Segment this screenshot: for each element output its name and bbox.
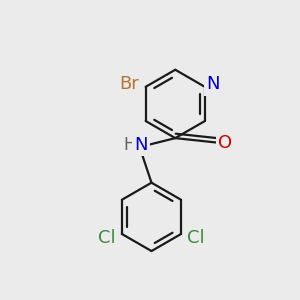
Text: O: O xyxy=(218,134,232,152)
Text: Cl: Cl xyxy=(187,229,205,247)
Text: N: N xyxy=(206,76,220,94)
Text: H: H xyxy=(123,136,135,154)
Text: N: N xyxy=(134,136,148,154)
Text: Cl: Cl xyxy=(98,229,116,247)
Text: Br: Br xyxy=(119,76,139,94)
